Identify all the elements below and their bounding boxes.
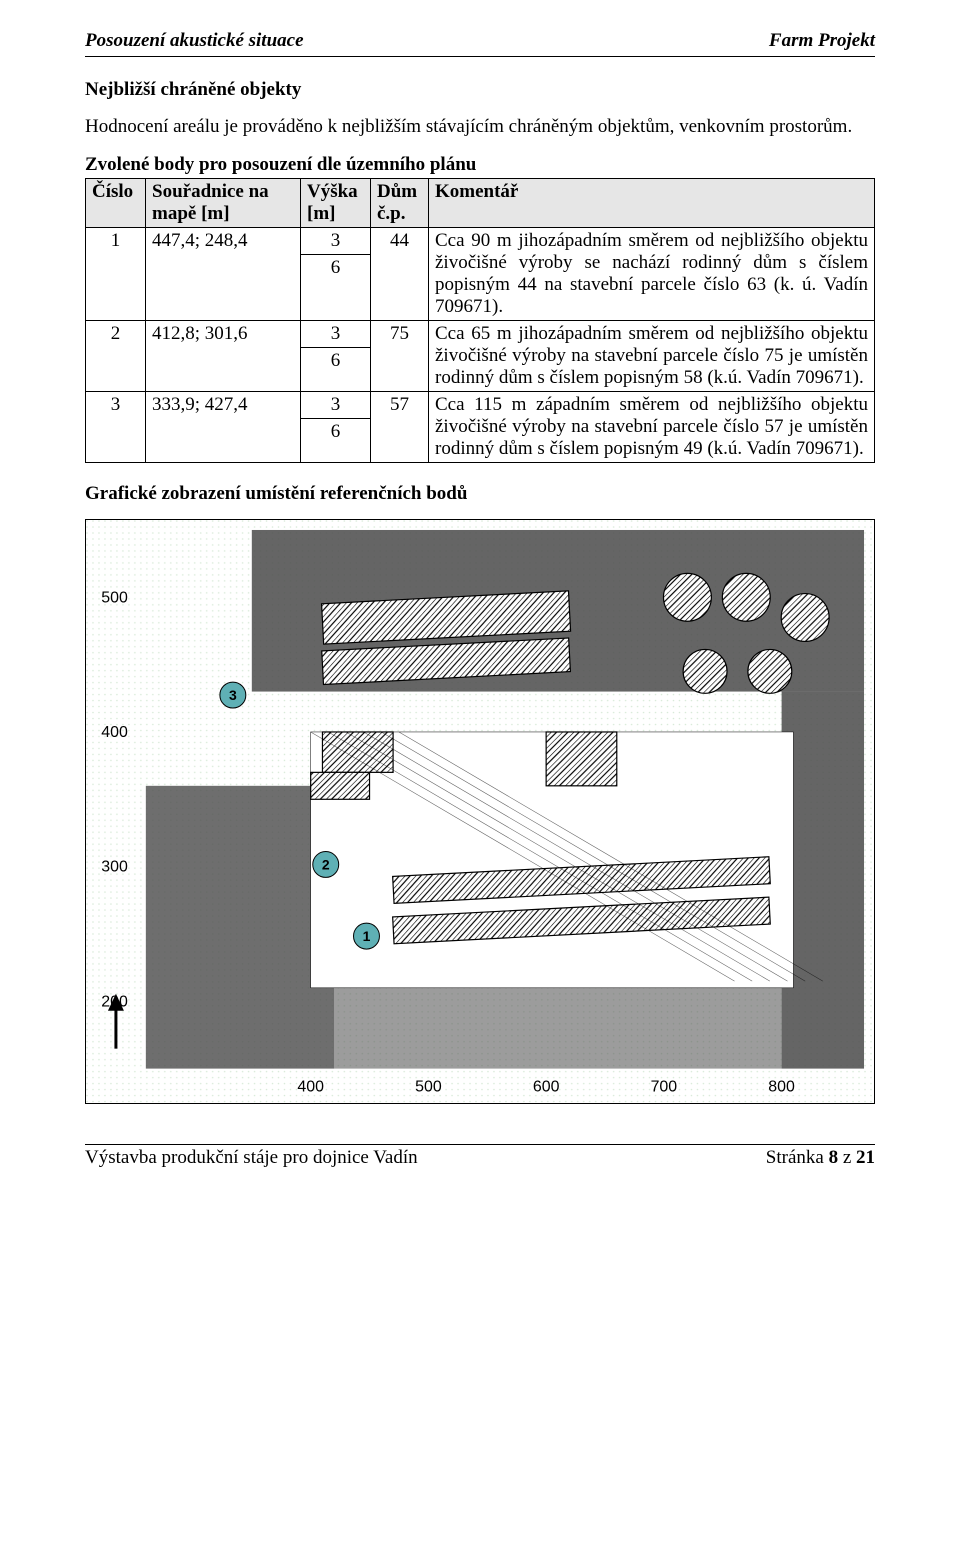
cell-vyska-b: 6	[301, 418, 370, 445]
cell-vyska: 3 6	[301, 391, 371, 462]
map-svg: 200300400500400500600700800123	[86, 520, 874, 1104]
th-kom: Komentář	[429, 178, 875, 227]
page-footer: Výstavba produkční stáje pro dojnice Vad…	[85, 1144, 875, 1169]
cell-cislo: 2	[86, 320, 146, 391]
table-row: 1 447,4; 248,4 3 6 44 Cca 90 m jihozápad…	[86, 227, 875, 320]
svg-text:300: 300	[101, 858, 128, 875]
cell-vyska-a: 3	[301, 228, 370, 254]
table-header-row: Číslo Souřadnice na mapě [m] Výška [m] D…	[86, 178, 875, 227]
svg-text:3: 3	[229, 687, 237, 703]
section-title: Nejbližší chráněné objekty	[85, 79, 875, 101]
th-sour: Souřadnice na mapě [m]	[146, 178, 301, 227]
cell-vyska-b: 6	[301, 347, 370, 374]
table-caption: Zvolené body pro posouzení dle územního …	[85, 154, 875, 176]
cell-sour: 412,8; 301,6	[146, 320, 301, 391]
svg-text:800: 800	[768, 1078, 795, 1095]
page: Posouzení akustické situace Farm Projekt…	[0, 0, 960, 1189]
reference-points-map: 200300400500400500600700800123	[85, 519, 875, 1105]
th-cislo: Číslo	[86, 178, 146, 227]
cell-kom: Cca 65 m jihozápadním směrem od nejbližš…	[429, 320, 875, 391]
svg-text:400: 400	[101, 724, 128, 741]
cell-dum: 44	[371, 227, 429, 320]
footer-right: Stránka 8 z 21	[766, 1147, 875, 1169]
cell-kom: Cca 115 m západním směrem od nejbližšího…	[429, 391, 875, 462]
header-right: Farm Projekt	[769, 30, 875, 52]
cell-vyska: 3 6	[301, 320, 371, 391]
page-header: Posouzení akustické situace Farm Projekt	[85, 30, 875, 52]
cell-kom: Cca 90 m jihozápadním směrem od nejbližš…	[429, 227, 875, 320]
svg-text:500: 500	[415, 1078, 442, 1095]
th-dum: Dům č.p.	[371, 178, 429, 227]
intro-paragraph: Hodnocení areálu je prováděno k nejbližš…	[85, 115, 875, 140]
cell-cislo: 1	[86, 227, 146, 320]
cell-vyska: 3 6	[301, 227, 371, 320]
header-rule	[85, 56, 875, 57]
cell-vyska-a: 3	[301, 392, 370, 418]
svg-text:400: 400	[297, 1078, 324, 1095]
cell-dum: 75	[371, 320, 429, 391]
cell-dum: 57	[371, 391, 429, 462]
cell-cislo: 3	[86, 391, 146, 462]
cell-sour: 333,9; 427,4	[146, 391, 301, 462]
header-left: Posouzení akustické situace	[85, 30, 304, 52]
svg-text:600: 600	[533, 1078, 560, 1095]
svg-text:700: 700	[651, 1078, 678, 1095]
points-table: Číslo Souřadnice na mapě [m] Výška [m] D…	[85, 178, 875, 463]
cell-vyska-b: 6	[301, 254, 370, 281]
svg-text:2: 2	[322, 856, 330, 872]
svg-text:500: 500	[101, 589, 128, 606]
th-vyska: Výška [m]	[301, 178, 371, 227]
table-row: 3 333,9; 427,4 3 6 57 Cca 115 m západním…	[86, 391, 875, 462]
map-title: Grafické zobrazení umístění referenčních…	[85, 483, 875, 505]
footer-left: Výstavba produkční stáje pro dojnice Vad…	[85, 1147, 418, 1169]
table-row: 2 412,8; 301,6 3 6 75 Cca 65 m jihozápad…	[86, 320, 875, 391]
cell-sour: 447,4; 248,4	[146, 227, 301, 320]
cell-vyska-a: 3	[301, 321, 370, 347]
svg-text:1: 1	[363, 928, 371, 944]
